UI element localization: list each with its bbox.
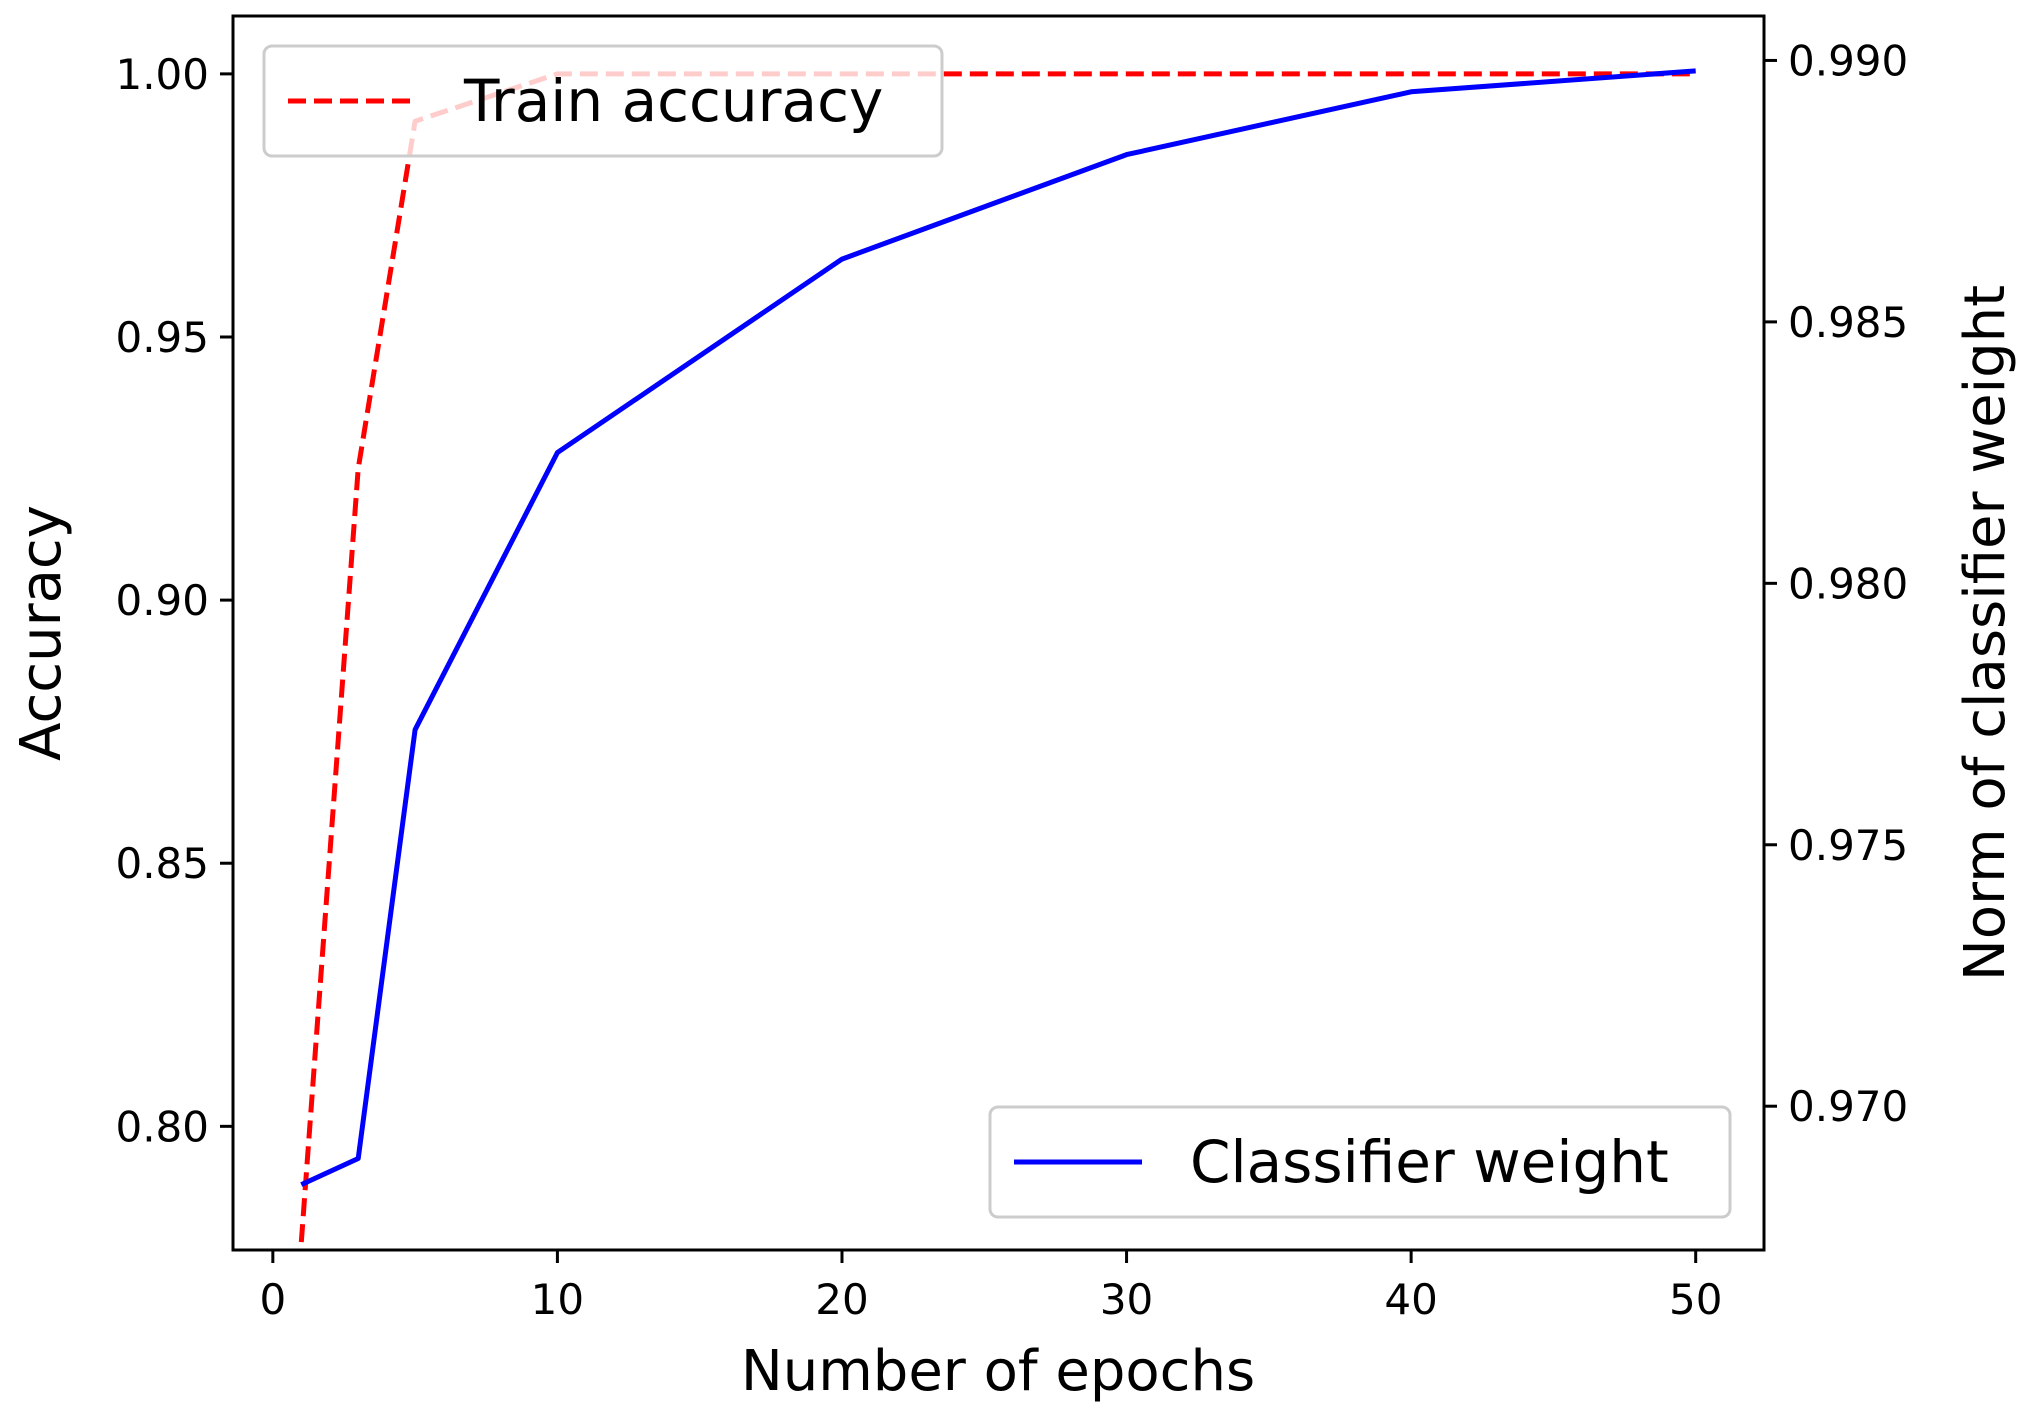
series-layer (298, 68, 1696, 1243)
y-right-tick-label: 0.975 (1788, 821, 1908, 870)
y-right-tick-label: 0.990 (1788, 36, 1908, 85)
x-tick-label: 10 (531, 1275, 584, 1324)
y-tick-label: 0.90 (115, 576, 209, 625)
y-ticks-right: 0.970 0.975 0.980 0.985 0.990 (1764, 36, 1908, 1131)
x-tick-label: 20 (815, 1275, 868, 1324)
legend-label: Train accuracy (463, 67, 883, 135)
legend-train-accuracy: Train accuracy (262, 44, 944, 158)
legend-label: Classifier weight (1190, 1128, 1669, 1196)
y-right-tick-label: 0.985 (1788, 298, 1908, 347)
y-tick-label: 0.80 (115, 1102, 209, 1151)
x-axis-title: Number of epochs (741, 1339, 1255, 1404)
y-right-tick-label: 0.970 (1788, 1082, 1908, 1131)
series-line-train-accuracy (298, 71, 1696, 1243)
x-ticks: 0 10 20 30 40 50 (259, 1250, 1722, 1324)
legend-frame (988, 1105, 1732, 1219)
legend-classifier-weight: Classifier weight (988, 1105, 1732, 1219)
series-line-classifier-weight (300, 68, 1696, 1187)
x-tick-label: 30 (1100, 1275, 1153, 1324)
y-right-tick-label: 0.980 (1788, 559, 1908, 608)
legend-frame (262, 44, 944, 158)
plot-frame (231, 14, 1766, 1252)
y-axis-title-left: Accuracy (9, 505, 74, 761)
y-tick-label: 0.85 (115, 839, 209, 888)
y-ticks-left: 0.80 0.85 0.90 0.95 1.00 (115, 50, 233, 1151)
y-tick-label: 0.95 (115, 313, 209, 362)
legends: Train accuracy Classifier weight (262, 44, 1732, 1219)
x-tick-label: 0 (259, 1275, 286, 1324)
y-tick-label: 1.00 (115, 50, 209, 99)
y-axis-title-right: Norm of classifier weight (1953, 285, 2018, 981)
x-tick-label: 40 (1384, 1275, 1437, 1324)
x-tick-label: 50 (1669, 1275, 1722, 1324)
